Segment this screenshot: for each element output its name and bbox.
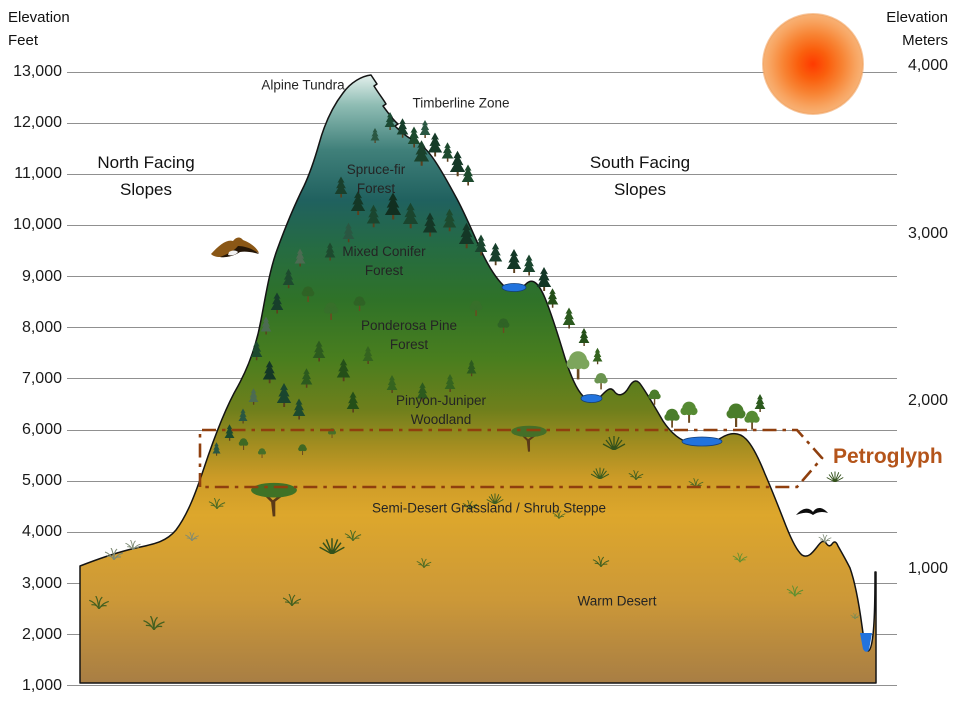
left-axis-title: Elevation Feet — [8, 6, 70, 52]
pond — [501, 283, 527, 292]
eagle-icon — [211, 237, 259, 258]
conifer-tree-icon — [441, 142, 454, 162]
right-axis-tick: 4,000 — [907, 56, 948, 74]
grass-tuft-icon — [818, 534, 832, 543]
gridline — [67, 122, 897, 124]
mountain-terrain — [79, 74, 877, 684]
conifer-tree-icon — [754, 394, 766, 412]
pond — [681, 436, 723, 447]
petroglyph-zone-outline — [198, 428, 824, 489]
left-axis-tick: 7,000 — [21, 369, 62, 387]
gridline — [67, 224, 897, 226]
left-axis-tick: 9,000 — [21, 267, 62, 285]
left-axis-tick: 8,000 — [21, 318, 62, 336]
left-axis-tick: 10,000 — [13, 216, 62, 234]
left-axis-tick: 2,000 — [21, 625, 62, 643]
left-axis-tick: 13,000 — [13, 63, 62, 80]
left-axis-tick: 6,000 — [21, 421, 62, 439]
bird-icon — [796, 508, 828, 515]
gridline — [67, 685, 897, 687]
conifer-tree-icon — [592, 347, 603, 365]
conifer-tree-icon — [578, 328, 590, 346]
right-axis-title-line2: Meters — [902, 32, 948, 49]
left-axis-tick: 12,000 — [13, 114, 62, 132]
left-axis-tick: 11,000 — [14, 165, 62, 183]
yucca-plant-icon — [826, 471, 844, 482]
right-axis-title: Elevation Meters — [886, 6, 948, 52]
right-axis-tick: 2,000 — [907, 392, 948, 410]
conifer-tree-icon — [522, 254, 536, 276]
gridline — [67, 173, 897, 175]
conifer-tree-icon — [506, 249, 522, 273]
right-axis-tick: 1,000 — [907, 560, 948, 578]
broadleaf-tree-icon — [594, 372, 608, 390]
conifer-tree-icon — [488, 242, 503, 266]
left-axis-title-line1: Elevation — [8, 9, 70, 26]
conifer-tree-icon — [449, 150, 466, 177]
broadleaf-tree-icon — [664, 408, 680, 428]
left-axis-tick: 1,000 — [21, 676, 62, 694]
left-axis-tick: 4,000 — [21, 523, 62, 541]
left-axis-title-line2: Feet — [8, 32, 39, 49]
broadleaf-tree-icon — [726, 403, 746, 427]
left-axis-tick: 3,000 — [21, 574, 62, 592]
broadleaf-tree-icon — [680, 401, 698, 423]
right-axis-title-line1: Elevation — [886, 9, 948, 26]
water-features — [501, 283, 872, 652]
sun-icon — [762, 13, 864, 115]
gridline — [67, 71, 897, 73]
conifer-tree-icon — [461, 164, 475, 186]
conifer-tree-icon — [562, 307, 576, 329]
right-axis-tick: 3,000 — [907, 224, 948, 242]
conifer-tree-icon — [419, 120, 431, 138]
pond — [580, 394, 603, 403]
broadleaf-tree-icon — [744, 410, 760, 430]
canyon-river — [860, 633, 872, 652]
left-axis-tick: 5,000 — [21, 472, 62, 490]
